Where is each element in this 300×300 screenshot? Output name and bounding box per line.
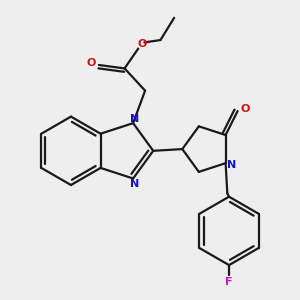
Text: O: O bbox=[138, 40, 147, 50]
Text: O: O bbox=[240, 104, 250, 114]
Text: O: O bbox=[87, 58, 96, 68]
Text: N: N bbox=[227, 160, 236, 170]
Text: N: N bbox=[130, 178, 140, 189]
Text: F: F bbox=[225, 277, 233, 286]
Text: N: N bbox=[130, 114, 140, 124]
